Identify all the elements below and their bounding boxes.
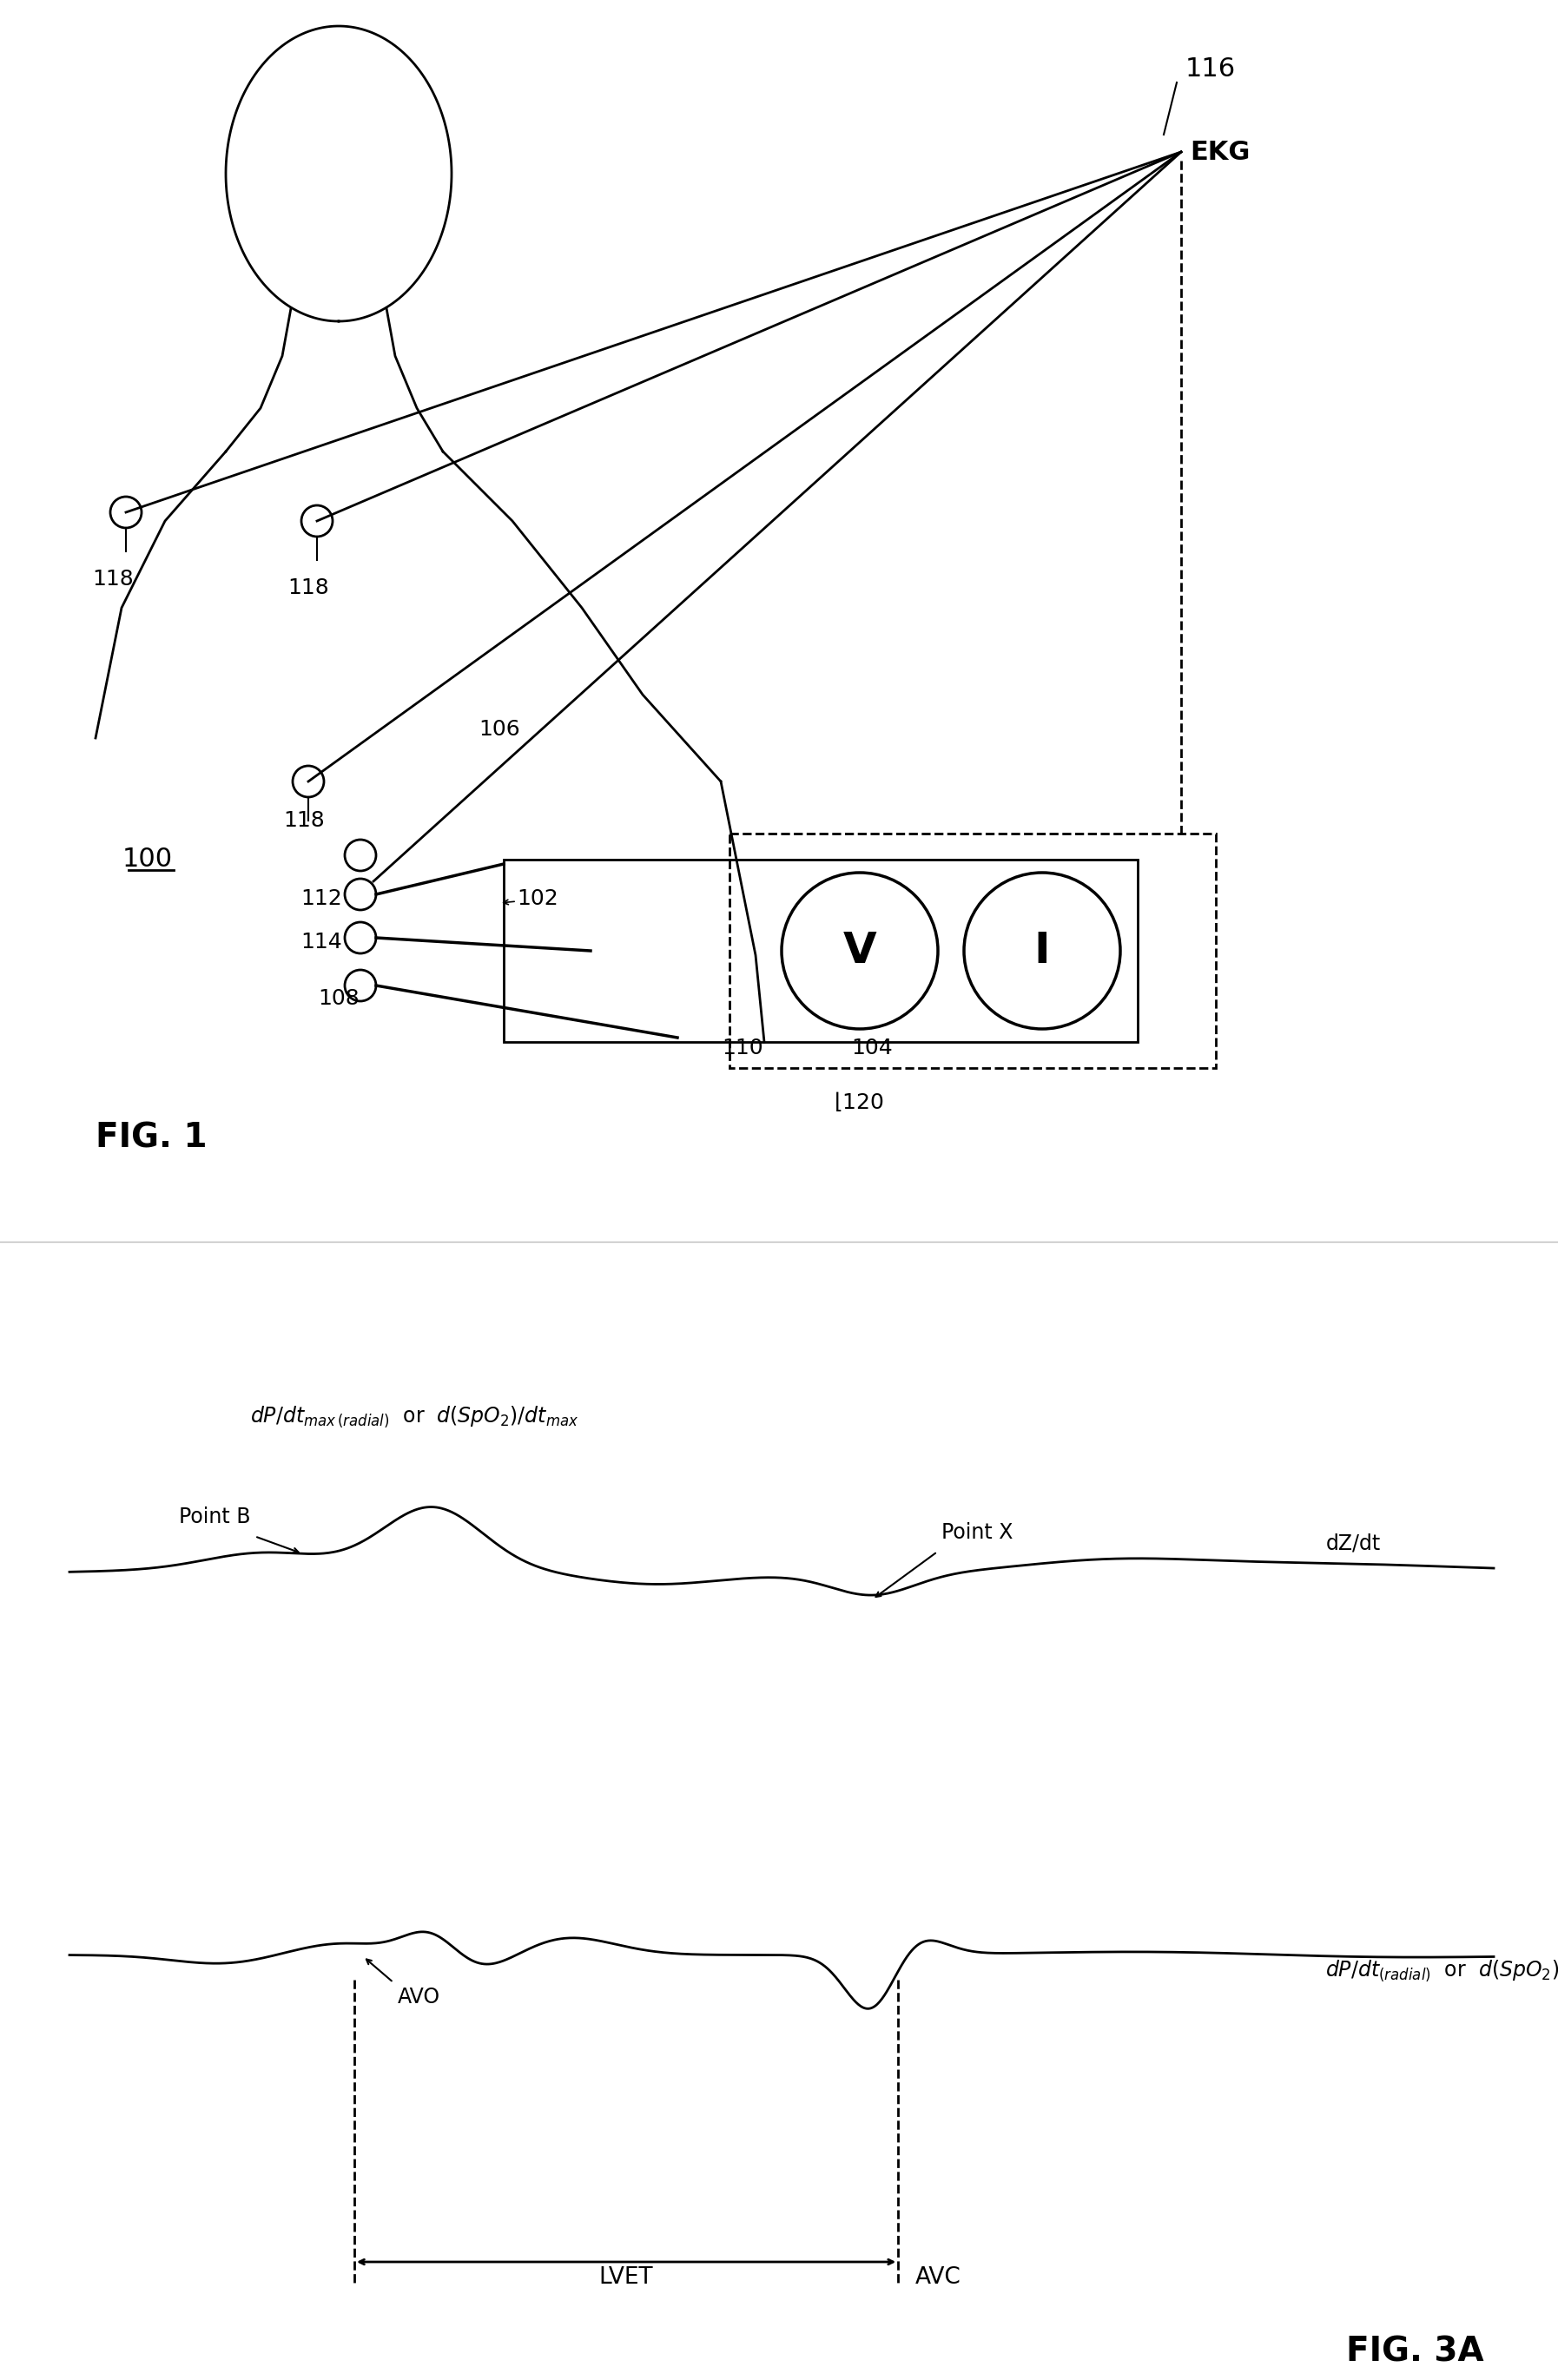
Text: FIG. 1: FIG. 1 <box>95 1121 207 1154</box>
Text: 108: 108 <box>318 988 360 1009</box>
Text: AVC: AVC <box>916 2266 961 2290</box>
Text: 112: 112 <box>301 888 343 909</box>
Text: AVO: AVO <box>397 1987 441 2009</box>
Text: $dP/dt_{max\,(radial)}$  or  $d(SpO_2)/dt_{max}$: $dP/dt_{max\,(radial)}$ or $d(SpO_2)/dt_… <box>251 1404 580 1428</box>
Text: 110: 110 <box>721 1038 763 1059</box>
Text: Point X: Point X <box>941 1523 1013 1542</box>
Text: 100: 100 <box>123 847 173 871</box>
Text: FIG. 3A: FIG. 3A <box>1346 2335 1483 2368</box>
Text: V: V <box>843 931 877 971</box>
Bar <box>729 833 1215 1069</box>
Text: 106: 106 <box>478 719 520 740</box>
Text: 104: 104 <box>851 1038 893 1059</box>
Text: 116: 116 <box>1186 57 1235 81</box>
Text: 102: 102 <box>517 888 558 909</box>
Text: I: I <box>1035 931 1050 971</box>
Text: 118: 118 <box>284 809 324 831</box>
Text: 118: 118 <box>92 569 134 590</box>
Text: 114: 114 <box>301 931 343 952</box>
Text: 118: 118 <box>288 578 329 597</box>
Text: Point B: Point B <box>179 1507 251 1528</box>
Text: LVET: LVET <box>598 2266 653 2290</box>
Text: dZ/dt: dZ/dt <box>1326 1533 1380 1554</box>
Text: EKG: EKG <box>1190 140 1250 164</box>
Text: $\lfloor$120: $\lfloor$120 <box>834 1090 883 1114</box>
Text: $dP/dt_{(radial)}$  or  $d(SpO_2)/dt$: $dP/dt_{(radial)}$ or $d(SpO_2)/dt$ <box>1326 1959 1558 1983</box>
Bar <box>503 859 1137 1042</box>
